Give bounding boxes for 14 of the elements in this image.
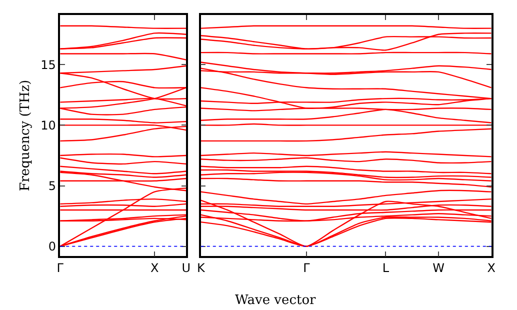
- y-tick-label: 5: [48, 178, 56, 193]
- x-tick-label: L: [382, 261, 390, 276]
- y-tick-label: 10: [40, 118, 56, 132]
- y-axis-title: Frequency (THz): [18, 80, 34, 192]
- x-tick-label: X: [487, 261, 496, 276]
- x-tick-label: W: [432, 261, 445, 276]
- x-tick-label: X: [150, 261, 159, 276]
- x-tick-label: Γ: [303, 261, 310, 276]
- x-tick-label: Γ: [56, 261, 64, 276]
- x-tick-label: U: [182, 261, 191, 276]
- x-tick-label: K: [196, 261, 206, 276]
- y-tick-label: 15: [40, 58, 56, 72]
- y-tick-label: 0: [48, 240, 56, 254]
- x-axis-title: Wave vector: [235, 293, 317, 308]
